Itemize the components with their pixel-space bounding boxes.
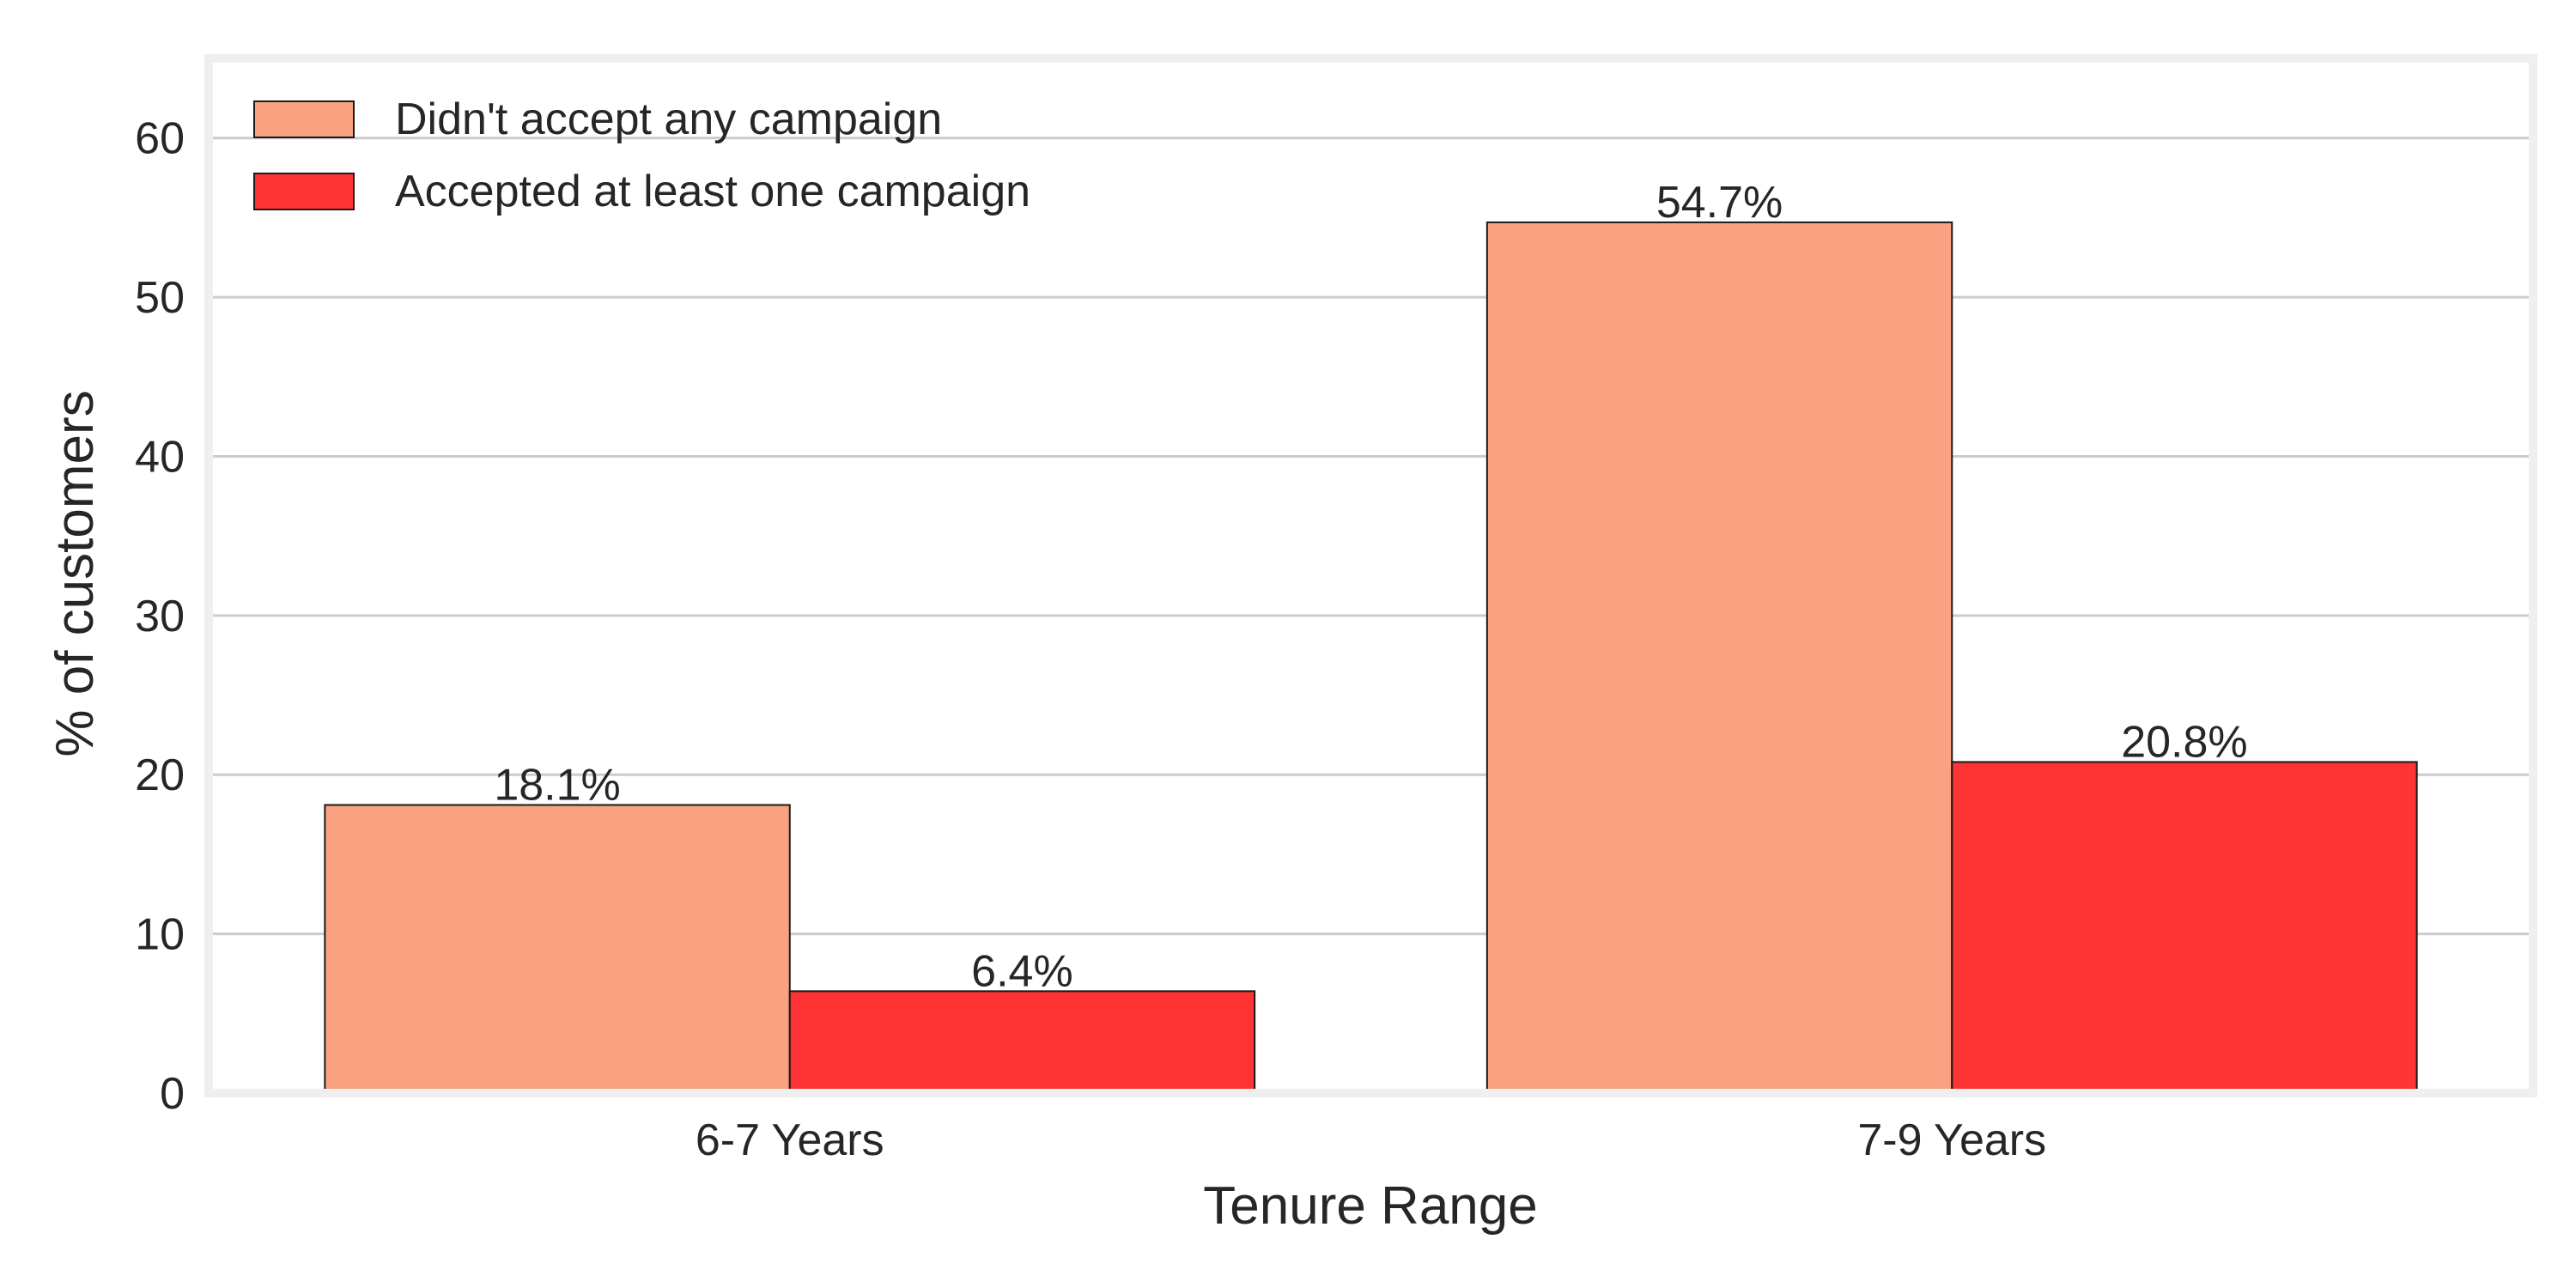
bar	[788, 990, 1256, 1095]
y-axis-title: % of customers	[46, 390, 105, 756]
axis-ticks: 0 10 20 30 40 50 60 6-7 Years 7-9 Years	[135, 114, 2046, 1165]
y-tick-label: 0	[160, 1069, 185, 1119]
y-tick-label: 50	[135, 273, 185, 323]
legend-swatch	[253, 173, 355, 210]
y-tick-label: 40	[135, 432, 185, 482]
legend-swatch	[253, 100, 355, 138]
y-tick-label: 30	[135, 592, 185, 641]
y-tick-label: 60	[135, 114, 185, 164]
bars	[324, 221, 2418, 1095]
legend: Didn't accept any campaign Accepted at le…	[253, 94, 1030, 216]
legend-label: Didn't accept any campaign	[395, 94, 942, 144]
x-tick-label: 7-9 Years	[1857, 1115, 2046, 1165]
bar-value-label: 6.4%	[971, 946, 1073, 996]
bar	[324, 804, 791, 1094]
y-tick-label: 10	[135, 910, 185, 960]
bar-value-label: 54.7%	[1656, 178, 1783, 228]
bar-value-labels: 18.1% 6.4% 54.7% 20.8%	[494, 178, 2247, 996]
x-axis-title: Tenure Range	[1203, 1176, 1538, 1236]
y-tick-label: 20	[135, 750, 185, 800]
plot-frame	[204, 54, 2537, 1097]
bar	[1951, 761, 2418, 1095]
bar	[1485, 221, 1953, 1094]
legend-label: Accepted at least one campaign	[395, 167, 1030, 216]
x-tick-label: 6-7 Years	[696, 1115, 884, 1165]
bar-value-label: 20.8%	[2121, 717, 2247, 767]
bar-value-label: 18.1%	[494, 760, 620, 810]
